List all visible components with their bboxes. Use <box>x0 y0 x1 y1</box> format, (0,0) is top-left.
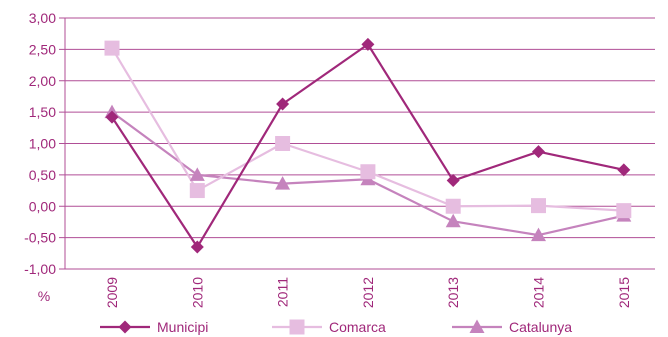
data-point-comarca <box>616 203 631 218</box>
data-point-municipi <box>191 241 204 254</box>
legend-label-municipi: Municipi <box>157 319 208 335</box>
x-tick-label: 2012 <box>360 277 376 308</box>
data-point-comarca <box>190 183 205 198</box>
series-line-comarca <box>112 48 624 211</box>
data-point-comarca <box>446 199 461 214</box>
data-point-municipi <box>532 145 545 158</box>
y-tick-label: 2,00 <box>29 73 56 89</box>
x-tick-label: 2011 <box>275 277 291 307</box>
legend: Municipi Comarca Catalunya <box>100 319 572 335</box>
data-point-comarca <box>275 136 290 151</box>
data-point-comarca <box>105 41 120 56</box>
legend-marker-comarca <box>290 320 305 335</box>
x-tick-label: 2009 <box>104 277 120 308</box>
data-point-catalunya <box>190 167 205 181</box>
y-tick-label: -0,50 <box>24 230 56 246</box>
x-axis-ticks: 2009 2010 2011 2012 2013 2014 2015 <box>104 277 632 308</box>
series-line-municipi <box>112 44 624 247</box>
series-lines <box>112 44 624 247</box>
legend-label-catalunya: Catalunya <box>509 319 572 335</box>
y-axis-ticks: 3,00 2,50 2,00 1,50 1,00 0,50 0,00 -0,50 -1,00 <box>24 10 56 277</box>
data-point-municipi <box>447 174 460 187</box>
data-point-municipi <box>276 97 289 110</box>
data-point-catalunya <box>446 214 461 228</box>
data-point-comarca <box>360 164 375 179</box>
data-point-comarca <box>531 198 546 213</box>
y-axis-unit-label: % <box>38 288 50 304</box>
y-tick-label: 0,00 <box>29 198 56 214</box>
y-tick-label: 1,00 <box>29 136 56 152</box>
x-tick-label: 2014 <box>531 277 547 308</box>
series-markers <box>105 38 632 254</box>
x-tick-label: 2013 <box>445 277 461 308</box>
legend-label-comarca: Comarca <box>329 319 386 335</box>
gridlines <box>59 18 655 269</box>
y-tick-label: 2,50 <box>29 41 56 57</box>
x-tick-label: 2010 <box>189 277 205 308</box>
x-tick-label: 2015 <box>616 277 632 308</box>
legend-marker-municipi <box>119 321 132 334</box>
y-tick-label: -1,00 <box>24 261 56 277</box>
y-tick-label: 1,50 <box>29 104 56 120</box>
y-tick-label: 3,00 <box>29 10 56 26</box>
y-tick-label: 0,50 <box>29 167 56 183</box>
